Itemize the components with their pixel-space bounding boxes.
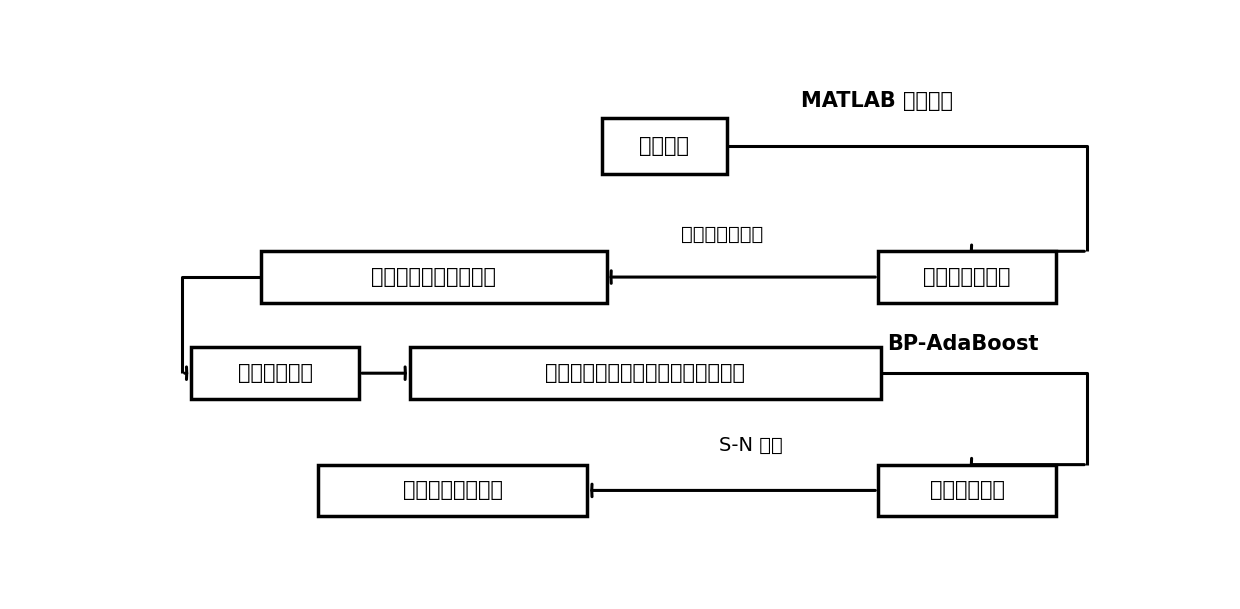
Text: 损伤模型: 损伤模型 [640,136,689,156]
Bar [191,347,360,399]
Bar [878,252,1056,303]
Text: 提升小包波分析: 提升小包波分析 [681,225,763,244]
Text: 识别损伤位置: 识别损伤位置 [238,363,312,383]
Text: 提取提升小波包分量能量累积变异值: 提取提升小波包分量能量累积变异值 [546,363,745,383]
Text: 拉索的应力时程: 拉索的应力时程 [924,267,1011,287]
Text: BP-AdaBoost: BP-AdaBoost [888,334,1039,354]
Text: 拉索的疲劳可靠度: 拉索的疲劳可靠度 [403,481,503,501]
Bar [319,465,588,516]
Text: S-N 曲线: S-N 曲线 [719,436,782,456]
Text: 确定损伤程度: 确定损伤程度 [930,481,1004,501]
Text: 提升小波包分量能量差: 提升小波包分量能量差 [371,267,496,287]
Bar [409,347,880,399]
Bar [878,465,1056,516]
Bar [601,118,727,174]
Text: MATLAB 模拟风载: MATLAB 模拟风载 [801,91,952,111]
Bar [260,252,606,303]
